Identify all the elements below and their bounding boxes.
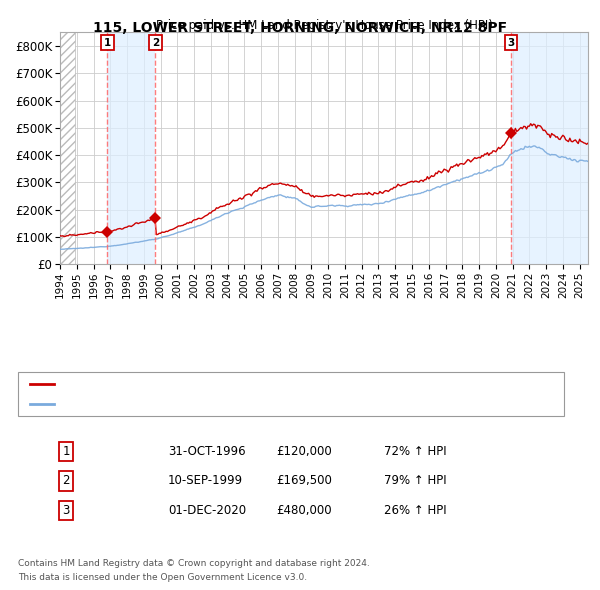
Text: HPI: Average price, detached house, North Norfolk: HPI: Average price, detached house, Nort… (60, 399, 323, 408)
Text: 31-OCT-1996: 31-OCT-1996 (168, 445, 245, 458)
Text: 2: 2 (62, 474, 70, 487)
Title: Price paid vs. HM Land Registry's House Price Index (HPI): Price paid vs. HM Land Registry's House … (155, 19, 493, 32)
Text: 3: 3 (62, 504, 70, 517)
Text: 26% ↑ HPI: 26% ↑ HPI (384, 504, 446, 517)
Text: £480,000: £480,000 (276, 504, 332, 517)
Bar (52, 32, 76, 264)
Text: 115, LOWER STREET, HORNING, NORWICH, NR12 8PF: 115, LOWER STREET, HORNING, NORWICH, NR1… (93, 21, 507, 35)
Text: 79% ↑ HPI: 79% ↑ HPI (384, 474, 446, 487)
Text: This data is licensed under the Open Government Licence v3.0.: This data is licensed under the Open Gov… (18, 572, 307, 582)
Text: £120,000: £120,000 (276, 445, 332, 458)
Text: 1: 1 (62, 445, 70, 458)
Bar (511, 32, 588, 264)
Text: 3: 3 (508, 38, 515, 48)
Text: 72% ↑ HPI: 72% ↑ HPI (384, 445, 446, 458)
Text: 2: 2 (152, 38, 159, 48)
Text: £169,500: £169,500 (276, 474, 332, 487)
Text: 115, LOWER STREET, HORNING, NORWICH, NR12 8PF (detached house): 115, LOWER STREET, HORNING, NORWICH, NR1… (60, 379, 432, 389)
Text: Contains HM Land Registry data © Crown copyright and database right 2024.: Contains HM Land Registry data © Crown c… (18, 559, 370, 568)
Text: 01-DEC-2020: 01-DEC-2020 (168, 504, 246, 517)
Bar (107, 32, 155, 264)
Text: 1: 1 (104, 38, 111, 48)
Text: 10-SEP-1999: 10-SEP-1999 (168, 474, 243, 487)
